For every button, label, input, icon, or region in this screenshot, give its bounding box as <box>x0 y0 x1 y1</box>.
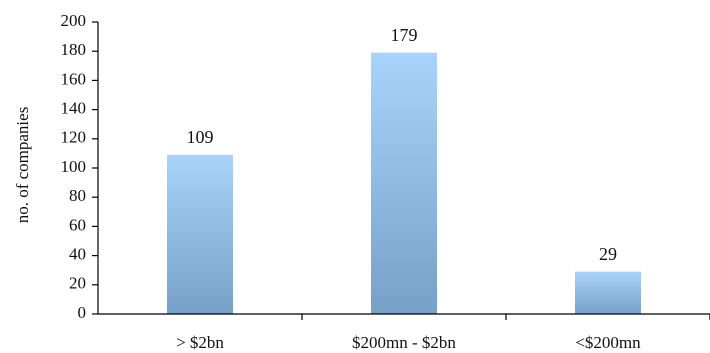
y-axis-ticks: 0 20 40 60 80 100 120 140 160 180 200 <box>61 11 98 322</box>
y-tick-label: 0 <box>78 303 87 322</box>
x-axis-ticks: > $2bn $200mn - $2bn <$200mn <box>176 314 710 352</box>
data-labels-group: 109 179 29 <box>187 25 618 264</box>
y-tick-label: 180 <box>61 40 87 59</box>
bar-value-label: 29 <box>599 244 617 264</box>
bar <box>575 271 641 314</box>
y-tick-label: 40 <box>69 245 86 264</box>
y-tick-label: 80 <box>69 186 86 205</box>
bar <box>371 52 437 314</box>
y-tick-label: 60 <box>69 215 86 234</box>
x-category-label: <$200mn <box>575 333 641 352</box>
bar <box>167 154 233 314</box>
y-tick-label: 20 <box>69 274 86 293</box>
y-axis-title: no. of companies <box>13 107 32 224</box>
y-tick-label: 140 <box>61 99 87 118</box>
bars-group <box>167 52 641 314</box>
y-tick-label: 100 <box>61 157 87 176</box>
x-category-label: > $2bn <box>176 333 224 352</box>
bar-value-label: 179 <box>391 25 418 45</box>
y-tick-label: 200 <box>61 11 87 30</box>
bar-value-label: 109 <box>187 127 214 147</box>
x-category-label: $200mn - $2bn <box>352 333 456 352</box>
y-tick-label: 120 <box>61 128 87 147</box>
y-tick-label: 160 <box>61 69 87 88</box>
